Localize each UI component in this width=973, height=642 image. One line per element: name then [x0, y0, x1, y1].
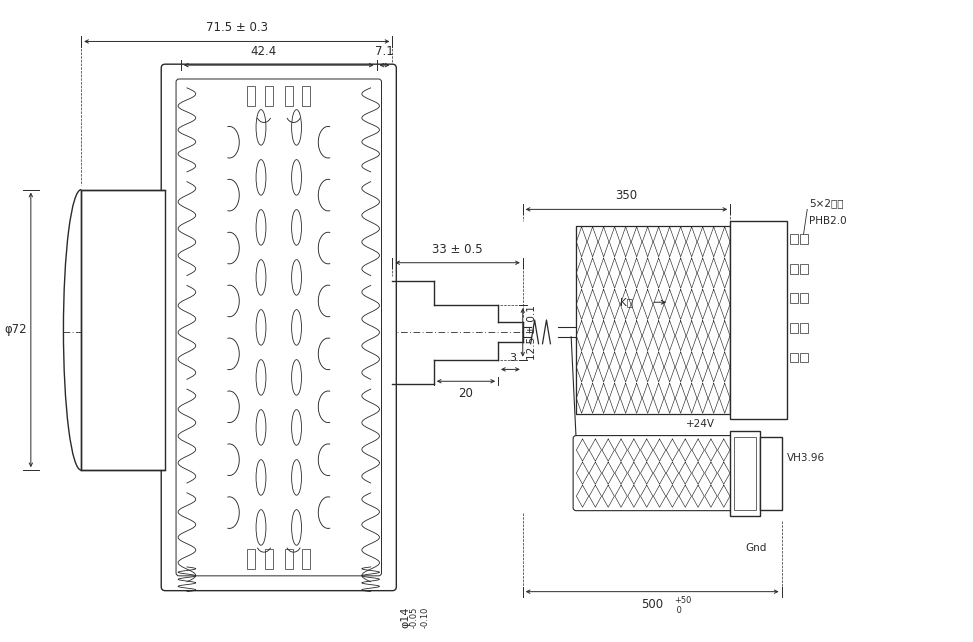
- Bar: [730, 431, 760, 516]
- Bar: [576, 226, 730, 414]
- Bar: [265, 549, 272, 569]
- Text: 12.5 ± 0.1: 12.5 ± 0.1: [526, 305, 537, 360]
- Text: 33 ± 0.5: 33 ± 0.5: [432, 243, 483, 256]
- Text: φ14: φ14: [400, 607, 411, 628]
- Text: Gnd: Gnd: [745, 543, 767, 553]
- Bar: [285, 86, 293, 106]
- Text: 20: 20: [458, 387, 474, 400]
- Bar: [790, 234, 799, 244]
- Text: φ72: φ72: [4, 324, 27, 336]
- Text: 3: 3: [509, 354, 516, 363]
- Bar: [81, 189, 165, 470]
- Text: PHB2.0: PHB2.0: [810, 216, 847, 226]
- Text: 42.4: 42.4: [251, 45, 277, 58]
- Text: +24V: +24V: [686, 419, 715, 429]
- Bar: [790, 264, 799, 273]
- Bar: [790, 352, 799, 363]
- Bar: [247, 549, 255, 569]
- Bar: [801, 352, 809, 363]
- Bar: [285, 549, 293, 569]
- Bar: [735, 437, 756, 510]
- Bar: [790, 293, 799, 303]
- Bar: [790, 323, 799, 333]
- FancyBboxPatch shape: [573, 435, 733, 510]
- Text: 7.1: 7.1: [376, 45, 394, 58]
- Bar: [730, 221, 787, 419]
- Text: 5×2插头: 5×2插头: [810, 198, 844, 209]
- Text: 500: 500: [641, 598, 664, 611]
- Text: 350: 350: [615, 189, 637, 202]
- Text: -0.05
-0.10: -0.05 -0.10: [410, 607, 430, 628]
- Bar: [303, 549, 310, 569]
- Text: K向: K向: [621, 297, 633, 308]
- Bar: [265, 86, 272, 106]
- Text: +50
 0: +50 0: [674, 596, 691, 615]
- Bar: [801, 264, 809, 273]
- Bar: [801, 293, 809, 303]
- FancyBboxPatch shape: [162, 64, 396, 591]
- Bar: [303, 86, 310, 106]
- Text: VH3.96: VH3.96: [786, 453, 825, 464]
- Bar: [760, 437, 781, 510]
- Bar: [801, 234, 809, 244]
- Bar: [247, 86, 255, 106]
- Bar: [801, 323, 809, 333]
- Text: 71.5 ± 0.3: 71.5 ± 0.3: [206, 21, 268, 33]
